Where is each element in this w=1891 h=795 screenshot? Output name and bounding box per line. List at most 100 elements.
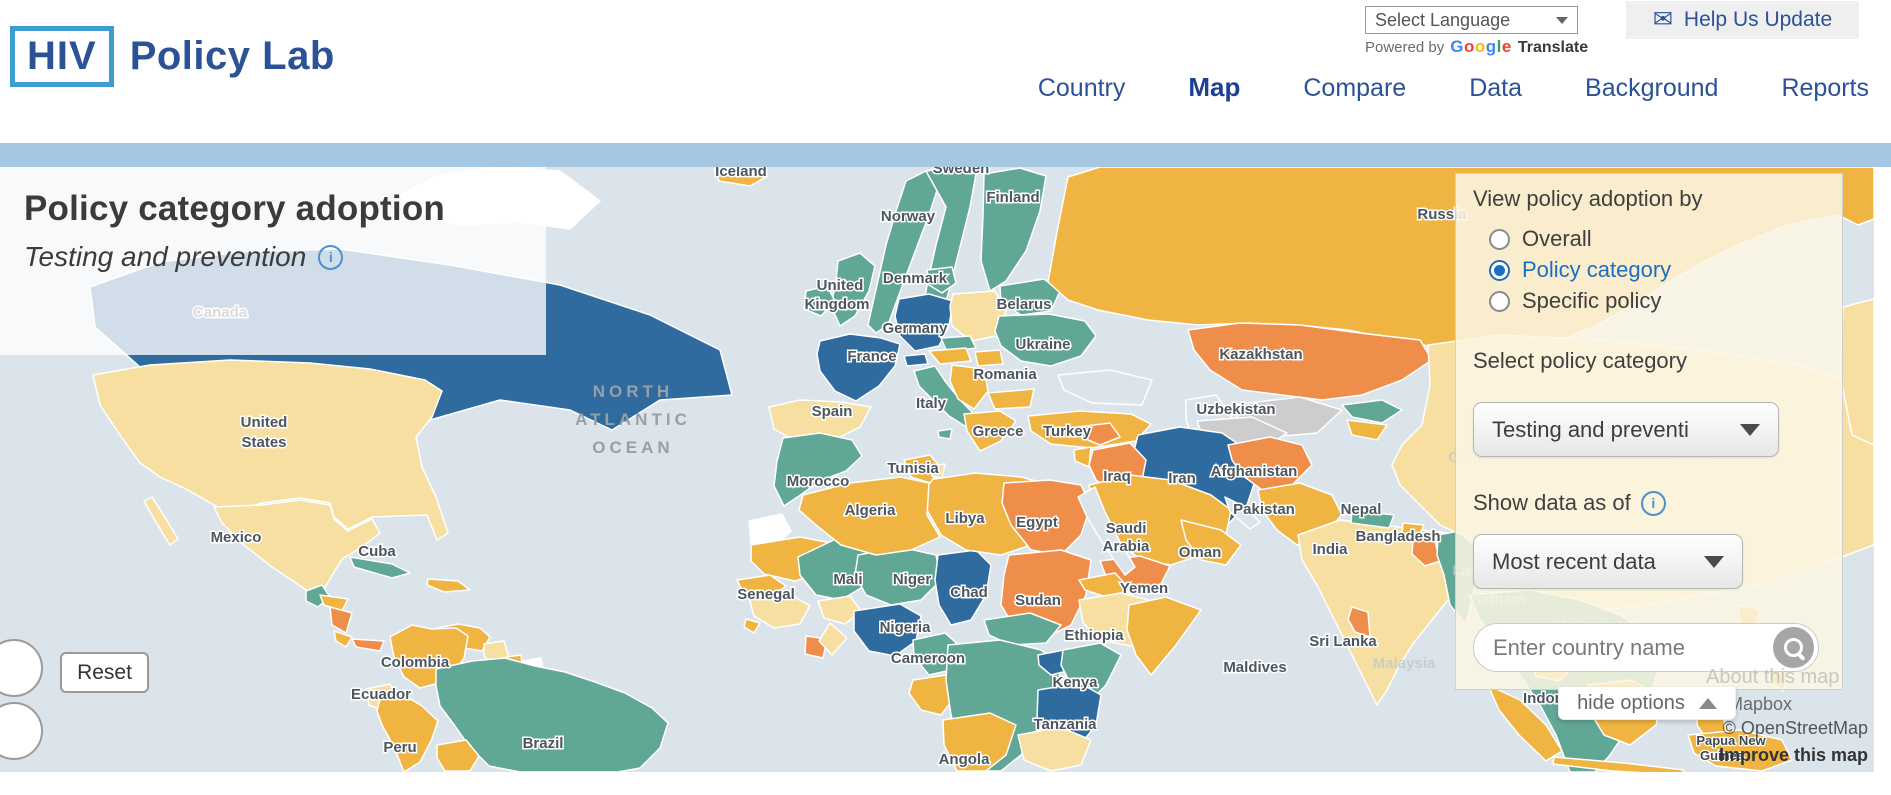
country-poland[interactable]	[949, 290, 1007, 342]
country-austria[interactable]	[928, 347, 972, 365]
map-label: Nepal	[1341, 501, 1382, 518]
world-map[interactable]: NORTHATLANTICOCEANCanadaUnitedStatesMexi…	[0, 167, 1874, 772]
policy-category-value: Testing and preventi	[1492, 416, 1689, 442]
map-label: Senegal	[737, 586, 795, 603]
radio-option-specific-policy[interactable]: Specific policy	[1489, 288, 1661, 314]
country-cuba[interactable]	[349, 556, 411, 579]
country-ukraine[interactable]	[994, 313, 1097, 367]
nav-item-country[interactable]: Country	[1037, 74, 1126, 102]
country-france[interactable]	[816, 333, 901, 402]
search-button[interactable]	[1773, 627, 1814, 668]
country-morocco[interactable]	[773, 432, 863, 507]
radio-option-policy-category[interactable]: Policy category	[1489, 257, 1671, 283]
country-serbia[interactable]	[949, 364, 989, 410]
country-tunisia-tip[interactable]	[930, 463, 946, 479]
country-nicaragua[interactable]	[329, 606, 353, 634]
country-sierra-leone[interactable]	[743, 618, 761, 634]
country-senegal[interactable]	[736, 574, 787, 599]
language-select[interactable]: Select Language	[1365, 6, 1578, 34]
openstreetmap-attribution-link[interactable]: © OpenStreetMap	[1722, 718, 1868, 738]
country-burkina-faso[interactable]	[817, 595, 862, 625]
map-label: Romania	[973, 366, 1037, 383]
country-central-african-republic[interactable]	[983, 612, 1062, 646]
country-ireland[interactable]	[803, 285, 836, 317]
map-label: Saudi	[1106, 520, 1147, 537]
view-by-label: View policy adoption by	[1473, 186, 1703, 211]
nav-item-map[interactable]: Map	[1188, 72, 1241, 102]
country-sri-lanka[interactable]	[1347, 606, 1371, 638]
help-us-update-button[interactable]: Help Us Update	[1626, 1, 1859, 39]
map-label: Ukraine	[1015, 336, 1070, 353]
country-sicily[interactable]	[937, 428, 953, 440]
nav-item-data[interactable]: Data	[1469, 74, 1523, 102]
map-label: Cuba	[358, 543, 396, 560]
mapbox-attribution-link[interactable]: Mapbox	[1728, 694, 1793, 714]
country-angola[interactable]	[942, 712, 1017, 772]
country-peru[interactable]	[376, 693, 439, 772]
radio-option-label: Policy category	[1522, 257, 1672, 282]
country-hispaniola[interactable]	[426, 578, 471, 593]
improve-this-map-link[interactable]: Improve this map	[1718, 745, 1868, 765]
country-bolivia[interactable]	[436, 739, 480, 772]
map-label: Morocco	[787, 473, 850, 490]
country-nepal[interactable]	[1350, 509, 1395, 529]
country-bulgaria[interactable]	[987, 388, 1035, 410]
envelope-icon	[1653, 8, 1673, 33]
country-greece[interactable]	[963, 410, 1017, 452]
country-kazakhstan[interactable]	[1187, 322, 1433, 401]
nav-item-background[interactable]: Background	[1585, 74, 1719, 102]
country-brazil[interactable]	[435, 657, 669, 772]
country-papua-new-guinea[interactable]	[1687, 729, 1793, 772]
country-costa-rica[interactable]	[333, 630, 353, 648]
country-spain[interactable]	[768, 399, 872, 444]
country-panama[interactable]	[351, 638, 385, 652]
country-baja[interactable]	[143, 496, 179, 546]
country-denmark[interactable]	[926, 266, 957, 294]
country-guinea[interactable]	[748, 593, 811, 629]
radio-option-overall[interactable]: Overall	[1489, 226, 1592, 252]
data-as-of-dropdown[interactable]: Most recent data	[1473, 534, 1743, 589]
radio-option-label: Overall	[1522, 226, 1592, 251]
country-nigeria[interactable]	[853, 603, 922, 657]
nav-item-compare[interactable]: Compare	[1303, 74, 1407, 102]
country-chad[interactable]	[934, 549, 992, 626]
country-hungary[interactable]	[974, 349, 1004, 367]
country-egypt[interactable]	[1001, 479, 1092, 556]
country-sumatra[interactable]	[1487, 684, 1563, 762]
country-czechia[interactable]	[940, 335, 977, 353]
country-zambia[interactable]	[1017, 726, 1092, 772]
country-bhutan[interactable]	[1401, 522, 1425, 537]
country-finland[interactable]	[980, 167, 1047, 292]
info-icon[interactable]	[318, 244, 344, 270]
country-mexico[interactable]	[213, 499, 381, 600]
country-java[interactable]	[1552, 756, 1685, 772]
country-oman[interactable]	[1180, 519, 1242, 566]
country-syria[interactable]	[1077, 422, 1121, 446]
info-icon[interactable]	[1640, 490, 1666, 516]
country-united-states[interactable]	[92, 359, 449, 541]
country-tajikistan[interactable]	[1346, 419, 1388, 441]
map-label: Libya	[945, 510, 985, 527]
policy-category-dropdown[interactable]: Testing and preventi	[1473, 402, 1779, 457]
map-label: Tunisia	[887, 460, 939, 477]
country-persian-gulf	[1224, 496, 1261, 530]
radio-selected-icon	[1489, 259, 1510, 281]
country-search-input[interactable]	[1473, 623, 1819, 672]
country-united-kingdom[interactable]	[830, 252, 876, 327]
country-belarus[interactable]	[999, 278, 1061, 316]
brand-logo[interactable]: HIV Policy Lab	[10, 26, 335, 87]
country-germany[interactable]	[894, 293, 954, 352]
country-jordan[interactable]	[1073, 446, 1092, 468]
country-ghana[interactable]	[818, 622, 848, 656]
country-kyrgyzstan[interactable]	[1341, 399, 1403, 424]
nav-item-reports[interactable]: Reports	[1781, 74, 1869, 102]
world-map-svg[interactable]: NORTHATLANTICOCEANCanadaUnitedStatesMexi…	[0, 167, 1874, 772]
hide-options-button[interactable]: hide options	[1558, 687, 1736, 720]
country-somalia[interactable]	[1126, 596, 1202, 676]
about-this-map-link[interactable]: About this map	[1706, 666, 1840, 688]
country-switzerland[interactable]	[903, 353, 929, 367]
country-algeria[interactable]	[798, 476, 941, 556]
country-bangladesh[interactable]	[1411, 536, 1441, 567]
country-iceland[interactable]	[713, 167, 769, 187]
reset-button[interactable]: Reset	[60, 652, 149, 693]
